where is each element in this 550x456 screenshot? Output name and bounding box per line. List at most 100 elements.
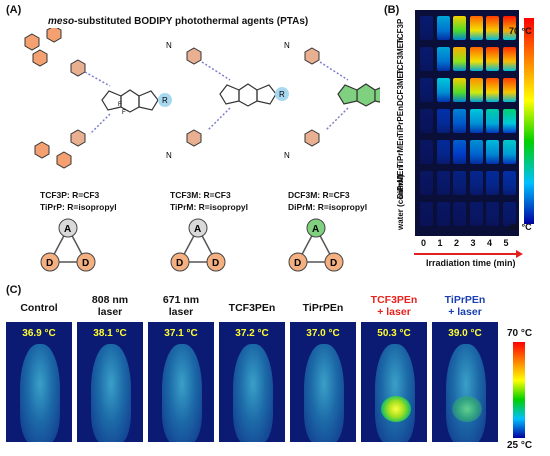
vial-r5-t3 [469, 171, 483, 195]
time-tick-2: 2 [454, 238, 460, 248]
svg-text:F: F [118, 102, 122, 108]
thermal-image-2: 37.1 °C [148, 322, 214, 442]
group-heading-0: Control [6, 302, 72, 314]
vial-r1-t3 [469, 47, 483, 71]
vial-r3-t3 [469, 109, 483, 133]
group-heading-5-line1: TCF3PEn [370, 294, 418, 306]
vial-r3-t5 [502, 109, 516, 133]
compound-label-2-line1: DCF3M: R=CF3 [288, 190, 350, 200]
group-heading-4-line1: TiPrPEn [302, 302, 344, 314]
vial-r1-t2 [453, 47, 466, 71]
thermal-image-0: 36.9 °C [6, 322, 72, 442]
vial-r0-t2 [453, 16, 466, 40]
compound-label-1-line1: TCF3M: R=CF3 [170, 190, 231, 200]
colorbar-b-min: 25 °C [509, 222, 532, 232]
vial-r4-t3 [469, 140, 483, 164]
vial-r5-t0 [420, 171, 433, 195]
dad-donor-right-2: D [330, 258, 337, 269]
dad-donor-left-1: D [176, 258, 183, 269]
structure-tcf3m: N R N [166, 41, 289, 160]
vial-r2-t5 [502, 78, 516, 102]
panel-a-label: (A) [6, 4, 22, 16]
svg-text:N: N [284, 151, 290, 160]
structure-dcf3m: N R N [284, 41, 380, 160]
vial-r1-t1 [436, 47, 450, 71]
group-heading-2: 671 nm laser [148, 294, 214, 318]
row-label-6: water (control) [396, 174, 405, 230]
vial-r0-t0 [420, 16, 433, 40]
dad-diagrams: A D D A D D A D D [40, 218, 344, 272]
vial-r0-t5 [502, 16, 516, 40]
tumor-hotspot [452, 396, 482, 422]
vial-r2-t4 [486, 78, 499, 102]
group-heading-5-line2: + laser [377, 306, 411, 318]
vial-r6-t0 [420, 202, 433, 226]
dad-donor-left-2: D [294, 258, 301, 269]
svg-text:N: N [166, 151, 172, 160]
colorbar-c-max: 70 °C [507, 328, 533, 339]
group-heading-4: TiPrPEn [290, 302, 356, 314]
mouse-body [91, 344, 131, 442]
temperature-readout: 38.1 °C [93, 328, 127, 339]
thermal-image-3: 37.2 °C [219, 322, 285, 442]
group-heading-6-line2: + laser [448, 306, 482, 318]
dad-donor-right-1: D [212, 258, 219, 269]
vial-r5-t2 [453, 171, 466, 195]
compound-label-0-line2: TiPrP: R=isopropyl [40, 202, 117, 212]
thermal-image-6: 39.0 °C [432, 322, 498, 442]
temperature-readout: 37.0 °C [306, 328, 340, 339]
temperature-readout: 37.1 °C [164, 328, 198, 339]
row-label-2: DCF3MEn [396, 68, 405, 106]
vial-r0-t1 [436, 16, 450, 40]
dad-donor-left-0: D [46, 258, 53, 269]
time-tick-0: 0 [421, 238, 427, 248]
thermal-image-1: 38.1 °C [77, 322, 143, 442]
time-tick-1: 1 [437, 238, 443, 248]
vial-r2-t2 [453, 78, 466, 102]
vial-r6-t4 [486, 202, 499, 226]
colorbar-b-max: 70 °C [509, 26, 532, 36]
vial-r4-t4 [486, 140, 499, 164]
vial-r4-t1 [436, 140, 450, 164]
vial-r3-t4 [486, 109, 499, 133]
time-tick-4: 4 [487, 238, 493, 248]
compound-label-0-line1: TCF3P: R=CF3 [40, 190, 100, 200]
group-heading-0-line1: Control [20, 302, 58, 314]
time-tick-3: 3 [470, 238, 476, 248]
dad-acceptor-0: A [64, 224, 71, 235]
dad-diagram-0: A D D [40, 218, 96, 272]
row-label-4: TiPrMEn [396, 135, 405, 168]
time-arrow [414, 250, 523, 258]
colorbar-c [513, 342, 525, 438]
panel-b-label: (B) [384, 4, 400, 16]
mouse-body [446, 344, 486, 442]
row-label-3: TiPrPEn [396, 106, 405, 137]
tumor-hotspot [381, 396, 411, 422]
vial-r6-t1 [436, 202, 450, 226]
vial-r5-t4 [486, 171, 499, 195]
vial-r4-t2 [453, 140, 466, 164]
vial-r0-t4 [486, 16, 499, 40]
colorbar-c-min: 25 °C [507, 440, 533, 451]
svg-text:R: R [162, 96, 168, 105]
temperature-readout: 37.2 °C [235, 328, 269, 339]
structure-tcf3p: R F F [24, 28, 172, 169]
vial-r2-t0 [420, 78, 433, 102]
vial-r5-t5 [502, 171, 516, 195]
group-heading-1: 808 nm laser [77, 294, 143, 318]
colorbar-b [524, 18, 534, 224]
svg-text:N: N [166, 41, 172, 50]
mouse-body [20, 344, 60, 442]
group-heading-1-line1: 808 nm [91, 294, 129, 306]
group-heading-6: TiPrPEn + laser [432, 294, 498, 318]
temperature-readout: 36.9 °C [22, 328, 56, 339]
temperature-readout: 39.0 °C [448, 328, 482, 339]
group-heading-2-line2: laser [168, 306, 194, 318]
group-heading-1-line2: laser [97, 306, 123, 318]
title-rest: -substituted BODIPY photothermal agents … [74, 16, 309, 27]
dad-acceptor-1: A [194, 224, 201, 235]
panel-c-label: (C) [6, 284, 22, 296]
group-heading-5: TCF3PEn + laser [361, 294, 427, 318]
vial-grid [415, 10, 519, 236]
vial-r2-t1 [436, 78, 450, 102]
